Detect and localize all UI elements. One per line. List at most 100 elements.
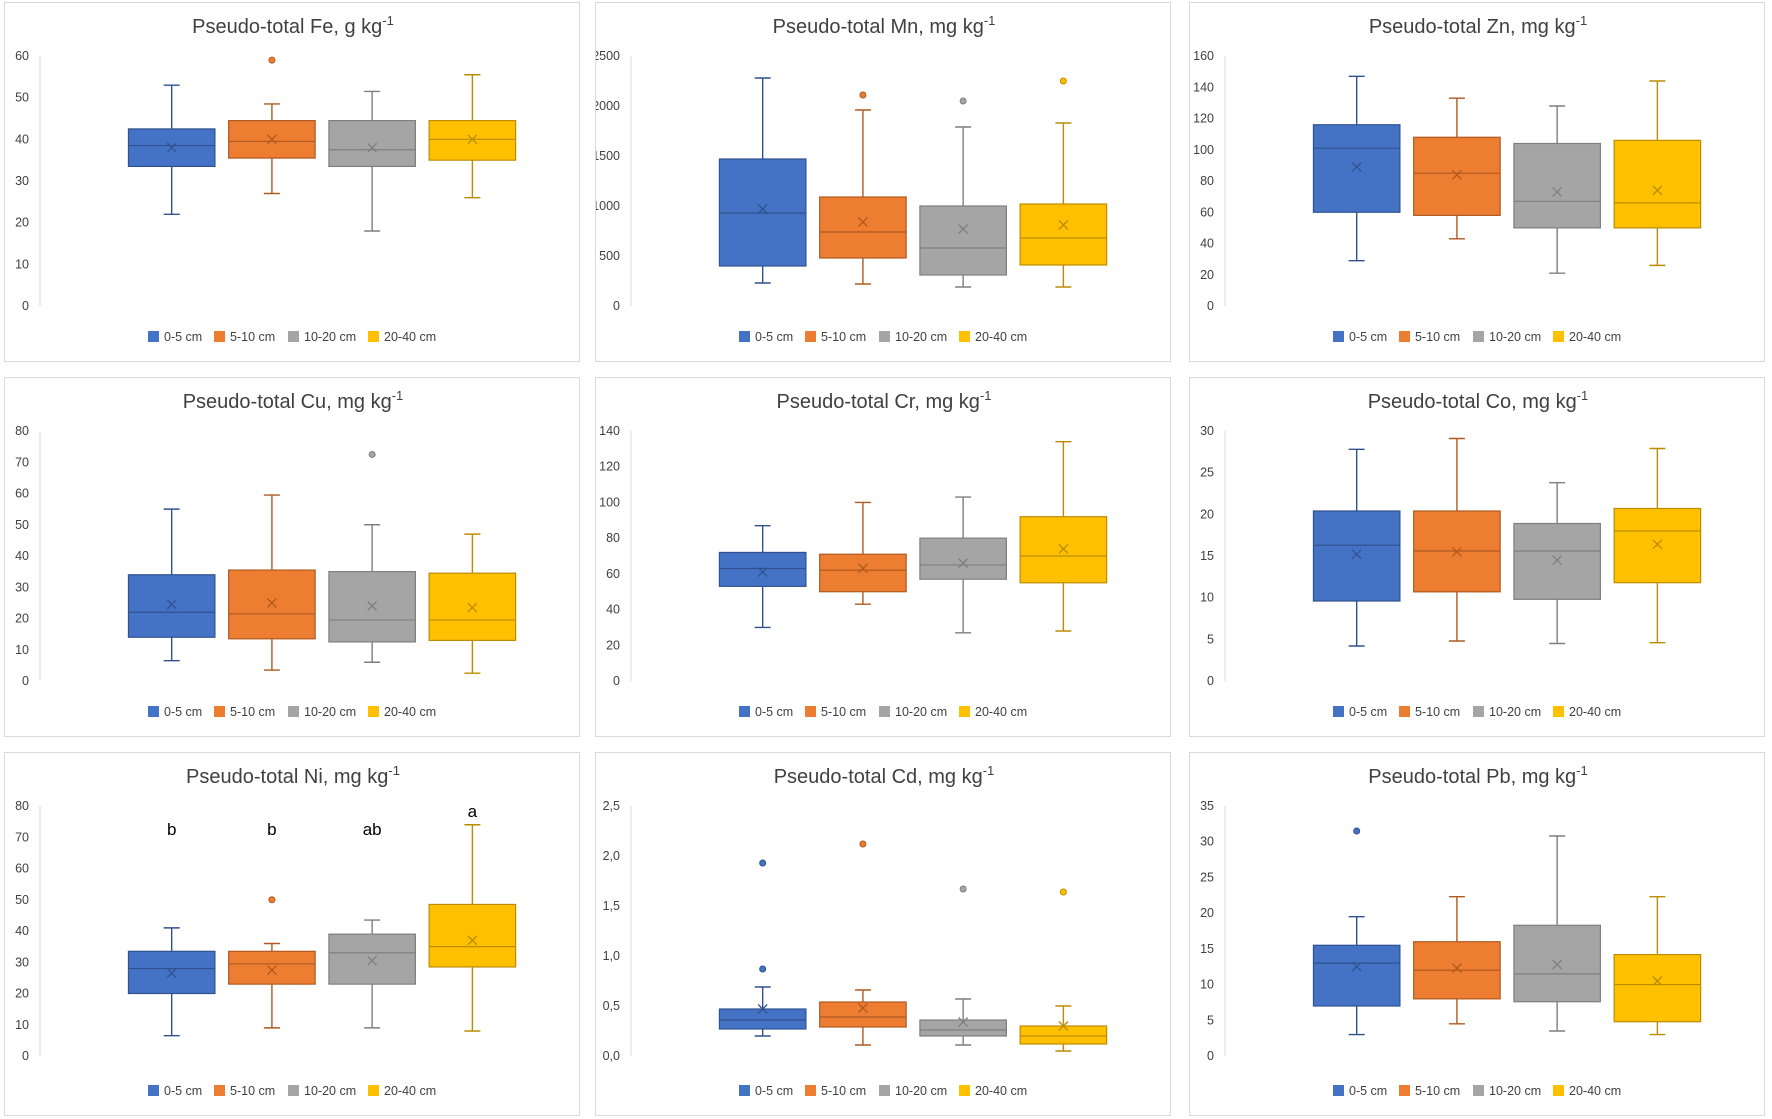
chart-title-unit-exponent: -1: [392, 388, 404, 403]
significance-letter: b: [267, 820, 276, 839]
y-tick-label: 1500: [596, 149, 620, 163]
mean-marker: [958, 224, 969, 234]
outlier-point: [859, 91, 867, 99]
y-tick-label: 40: [15, 132, 29, 146]
legend-label: 0-5 cm: [1349, 1084, 1387, 1098]
legend-swatch: [288, 1085, 299, 1096]
box-iqr: [718, 551, 807, 587]
mean-marker: [467, 134, 478, 145]
box-iqr: [919, 537, 1007, 580]
y-tick-label: 120: [1193, 112, 1214, 126]
legend-item-5-10cm: 5-10 cm: [214, 330, 275, 344]
y-tick-label: 80: [1200, 174, 1214, 188]
y-tick-label: 20: [606, 638, 620, 652]
box-iqr: [919, 1019, 1007, 1037]
chart-title-unit-exponent: -1: [980, 388, 992, 403]
box-iqr: [428, 119, 517, 161]
box-5-10cm: [819, 91, 907, 285]
legend-swatch: [1333, 1085, 1344, 1096]
y-tick-label: 0: [1207, 299, 1214, 313]
outlier-point: [268, 896, 276, 904]
chart-title: Pseudo-total Cu, mg kg-1: [183, 388, 404, 413]
y-tick-label: 80: [15, 799, 29, 813]
box-0-5cm: [718, 77, 807, 284]
legend-item-10-20cm: 10-20 cm: [1473, 705, 1541, 719]
chart-title-main: Pseudo-total Ni, mg kg: [186, 766, 388, 788]
y-tick-label: 10: [1200, 591, 1214, 605]
box-iqr: [127, 574, 216, 638]
y-tick-label: 5: [1207, 632, 1214, 646]
legend-label: 10-20 cm: [1489, 330, 1541, 344]
legend-swatch: [739, 1085, 750, 1096]
y-tick-label: 2000: [596, 99, 620, 113]
box-iqr: [819, 1001, 907, 1028]
legend-label: 5-10 cm: [1415, 330, 1460, 344]
box-5-10cm: [1413, 896, 1501, 1025]
y-tick-label: 0,0: [603, 1049, 620, 1063]
y-tick-label: 0: [1207, 674, 1214, 688]
outlier-point: [859, 840, 867, 848]
box-0-5cm: [1312, 75, 1401, 262]
mean-marker: [367, 601, 378, 611]
y-tick-label: 0,5: [603, 999, 620, 1013]
chart-title: Pseudo-total Cr, mg kg-1: [777, 388, 992, 413]
legend-label: 0-5 cm: [1349, 330, 1387, 344]
y-tick-label: 60: [15, 862, 29, 876]
y-tick-label: 50: [15, 893, 29, 907]
legend-label: 10-20 cm: [895, 1084, 947, 1098]
box-iqr: [1613, 507, 1702, 584]
chart-svg: Pseudo-total Fe, g kg-1 0 10 20 30 40 50 60 0-5 …: [15, 13, 517, 344]
legend-label: 20-40 cm: [384, 330, 436, 344]
box-0-5cm: [1312, 448, 1401, 647]
y-tick-label: 60: [15, 487, 29, 501]
box-iqr: [428, 903, 517, 968]
legend-item-20-40cm: 20-40 cm: [368, 330, 436, 344]
legend-item-10-20cm: 10-20 cm: [288, 330, 356, 344]
y-tick-label: 20: [1200, 906, 1214, 920]
box-iqr: [1613, 139, 1702, 229]
box-5-10cm: [228, 494, 316, 671]
legend-item-20-40cm: 20-40 cm: [1553, 330, 1621, 344]
legend-swatch: [805, 331, 816, 342]
box-5-10cm: [1413, 97, 1501, 240]
mean-marker: [166, 599, 177, 610]
y-tick-label: 0: [22, 674, 29, 688]
legend-item-5-10cm: 5-10 cm: [1399, 330, 1460, 344]
y-tick-label: 25: [1200, 466, 1214, 480]
chart-panel-co: Pseudo-total Co, mg kg-1 0 5 10 15 20 25 30 0-5 …: [1189, 377, 1765, 737]
y-tick-label: 60: [606, 567, 620, 581]
mean-marker: [1058, 220, 1069, 230]
mean-marker: [857, 1003, 868, 1013]
legend-swatch: [288, 331, 299, 342]
box-10-20cm: [919, 496, 1007, 634]
legend-swatch: [214, 706, 225, 717]
outlier-point: [1059, 77, 1067, 85]
chart-title-main: Pseudo-total Fe, g kg: [192, 16, 382, 38]
chart-title-main: Pseudo-total Cu, mg kg: [183, 391, 392, 413]
legend-label: 0-5 cm: [755, 705, 793, 719]
mean-marker: [1351, 549, 1362, 560]
legend-item-5-10cm: 5-10 cm: [805, 705, 866, 719]
outlier-point: [759, 965, 767, 973]
y-tick-label: 2,0: [603, 849, 620, 863]
y-tick-label: 50: [15, 91, 29, 105]
outlier-point: [759, 859, 767, 867]
legend-item-10-20cm: 10-20 cm: [1473, 1084, 1541, 1098]
legend-swatch: [959, 331, 970, 342]
chart-title: Pseudo-total Cd, mg kg-1: [774, 763, 995, 788]
chart-title-main: Pseudo-total Pb, mg kg: [1368, 766, 1576, 788]
chart-title: Pseudo-total Fe, g kg-1: [192, 13, 394, 38]
y-tick-label: 10: [15, 643, 29, 657]
legend-label: 10-20 cm: [1489, 705, 1541, 719]
box-iqr: [718, 1008, 807, 1030]
legend-label: 0-5 cm: [755, 330, 793, 344]
mean-marker: [266, 134, 277, 145]
y-tick-label: 35: [1200, 799, 1214, 813]
legend-label: 5-10 cm: [821, 1084, 866, 1098]
mean-marker: [1552, 959, 1563, 970]
box-iqr: [819, 196, 907, 259]
legend-item-20-40cm: 20-40 cm: [1553, 705, 1621, 719]
chart-svg: Pseudo-total Mn, mg kg-1 0 500 1000 1500 2000…: [596, 13, 1108, 344]
box-20-40cm: [1019, 77, 1108, 288]
legend-item-10-20cm: 10-20 cm: [1473, 330, 1541, 344]
